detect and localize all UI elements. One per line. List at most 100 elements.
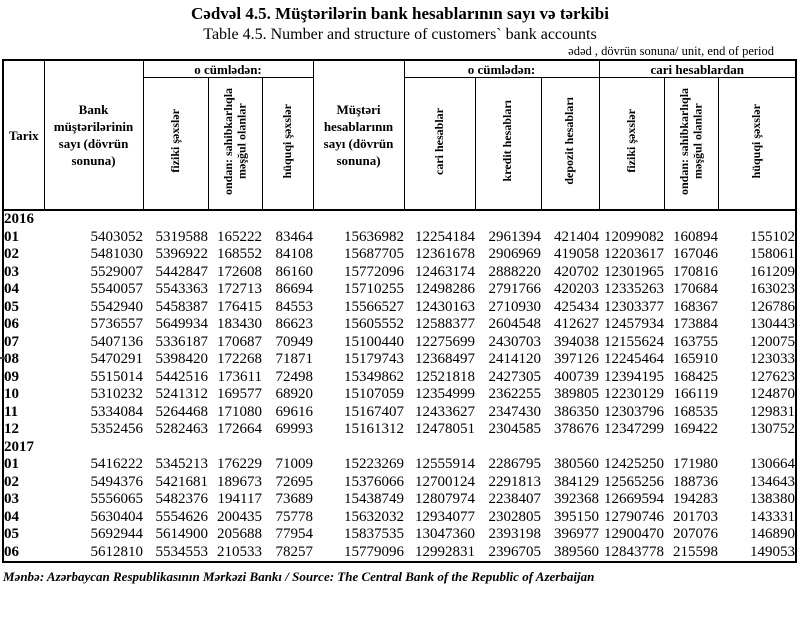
value-cell: 12245464 — [604, 351, 664, 367]
value-cell: 172713 — [217, 281, 262, 297]
value-cell: 83464 — [275, 228, 314, 245]
value-cell: 2791766 — [488, 281, 542, 297]
value-cell: 425434 — [554, 298, 599, 315]
data-row: 02 5494376 5421681 189673 72695 15376066 12700… — [3, 474, 796, 492]
value-cell: 130752 — [750, 421, 796, 437]
value-cell: 12565256 — [604, 473, 664, 490]
value-cell: 15837535 — [344, 526, 404, 542]
value-cell: 129831 — [750, 403, 796, 420]
value-cell: 5442847 — [155, 263, 209, 280]
data-row: 04 5540057 5543363 172713 86694 15710255 12498… — [3, 281, 796, 299]
value-cell: 5529007 — [90, 263, 144, 280]
month-label: 10 — [4, 386, 19, 402]
value-cell: 194283 — [673, 491, 718, 507]
value-cell: 5470291 — [90, 351, 144, 367]
value-cell: 120075 — [750, 333, 796, 350]
value-cell: 210533 — [217, 543, 262, 560]
data-row: 08 5470291 5398420 172268 71871 15179743 12368… — [3, 351, 796, 369]
col-header-current-accounts: cari hesablar — [403, 77, 476, 211]
value-cell: 5282463 — [155, 421, 209, 437]
value-cell: 168552 — [217, 246, 262, 262]
value-cell: 12900470 — [604, 526, 664, 542]
value-cell: 2604548 — [488, 316, 542, 332]
col-header-entrepreneurs-1-label: ondan: sahibkarlıqla məşğul olanlar — [220, 87, 249, 195]
value-cell: 5540057 — [90, 281, 144, 297]
value-cell: 2414120 — [488, 351, 542, 367]
value-cell: 5396922 — [155, 246, 209, 262]
month-label: 01 — [4, 228, 19, 245]
value-cell: 2961394 — [488, 228, 542, 245]
value-cell: 124870 — [750, 386, 796, 402]
value-cell: 380560 — [554, 456, 599, 472]
month-label: 05 — [4, 526, 19, 542]
group-header-from-current-accounts: cari hesablardan — [598, 59, 797, 78]
value-cell: 143331 — [750, 508, 796, 525]
value-cell: 84108 — [275, 246, 314, 262]
year-row: 2016 — [3, 210, 796, 229]
value-cell: 392368 — [554, 491, 599, 507]
value-cell: 2393198 — [488, 526, 542, 542]
value-cell: 412627 — [554, 316, 599, 332]
value-cell: 5542940 — [90, 298, 144, 315]
value-cell: 15605552 — [344, 316, 404, 332]
month-label: 04 — [4, 281, 19, 297]
value-cell: 77954 — [275, 526, 314, 542]
value-cell: 395150 — [554, 508, 599, 525]
value-cell: 15223269 — [344, 456, 404, 472]
value-cell: 12275699 — [415, 333, 475, 350]
value-cell: 12457934 — [604, 316, 664, 332]
value-cell: 189673 — [217, 473, 262, 490]
value-cell: 5630404 — [90, 508, 144, 525]
data-row: 07 5407136 5336187 170687 70949 15100440 12275… — [3, 334, 796, 352]
value-cell: 170687 — [217, 333, 262, 350]
value-cell: 73689 — [275, 491, 314, 507]
value-cell: 15772096 — [344, 263, 404, 280]
value-cell: 70949 — [275, 333, 314, 350]
col-header-legal-entities-2-label: hüquqi şəxslər — [749, 103, 764, 179]
value-cell: 72498 — [275, 368, 314, 385]
col-header-bank-customers: Bank müştərilərinin sayı (dövrün sonuna) — [43, 59, 144, 211]
value-cell: 5736557 — [90, 316, 144, 332]
month-label: 01 — [4, 456, 19, 472]
value-cell: 138380 — [750, 491, 796, 507]
value-cell: 200435 — [217, 508, 262, 525]
value-cell: 75778 — [275, 508, 314, 525]
value-cell: 158061 — [750, 246, 796, 262]
value-cell: 2888220 — [488, 263, 542, 280]
value-cell: 12807974 — [415, 491, 475, 507]
month-label: 11 — [4, 403, 19, 420]
value-cell: 15566527 — [344, 298, 404, 315]
value-cell: 12521818 — [415, 368, 475, 385]
data-row: 02 5481030 5396922 168552 84108 15687705 12361… — [3, 246, 796, 264]
value-cell: 2906969 — [488, 246, 542, 262]
value-cell: 130443 — [750, 316, 796, 332]
value-cell: 12155624 — [604, 333, 664, 350]
value-cell: 5494376 — [90, 473, 144, 490]
value-cell: 15438749 — [344, 491, 404, 507]
value-cell: 12992831 — [415, 543, 475, 560]
value-cell: 384129 — [554, 473, 599, 490]
col-header-customer-accounts: Müştəri hesablarının sayı (dövrün sonuna… — [312, 59, 405, 211]
month-label: 04 — [4, 508, 19, 525]
value-cell: 15779096 — [344, 543, 404, 560]
value-cell: 127623 — [750, 368, 796, 385]
value-cell: 169422 — [673, 421, 718, 437]
col-header-current-accounts-label: cari hesablar — [431, 107, 446, 175]
value-cell: 2302805 — [488, 508, 542, 525]
value-cell: 5649934 — [155, 316, 209, 332]
month-label: 06 — [4, 316, 19, 332]
value-cell: 15167407 — [344, 403, 404, 420]
value-cell: 5336187 — [155, 333, 209, 350]
value-cell: 161209 — [750, 263, 796, 280]
value-cell: 5442516 — [155, 368, 209, 385]
value-cell: 176229 — [217, 456, 262, 472]
value-cell: 5310232 — [90, 386, 144, 402]
value-cell: 69993 — [275, 421, 314, 437]
value-cell: 12478051 — [415, 421, 475, 437]
col-header-entrepreneurs-1: ondan: sahibkarlıqla məşğul olanlar — [207, 77, 263, 211]
value-cell: 166119 — [673, 386, 718, 402]
value-cell: 12588377 — [415, 316, 475, 332]
value-cell: 5352456 — [90, 421, 144, 437]
value-cell: 207076 — [673, 526, 718, 542]
value-cell: 165222 — [217, 228, 262, 245]
